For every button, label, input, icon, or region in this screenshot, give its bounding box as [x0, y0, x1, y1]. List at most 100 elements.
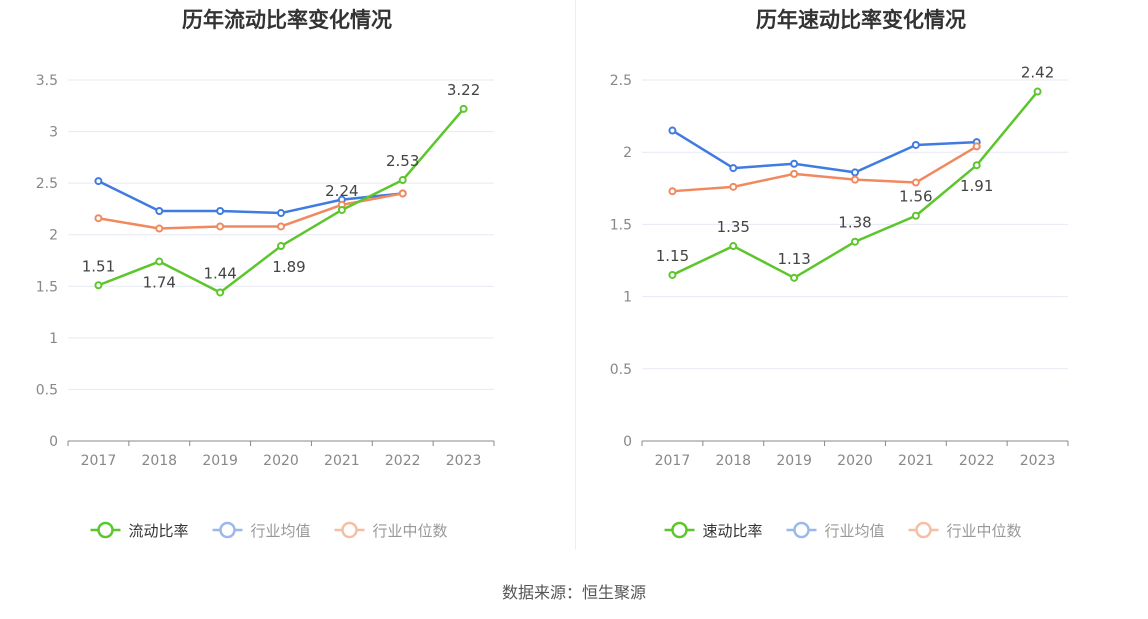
y-tick-label: 3	[49, 125, 58, 141]
quick-ratio-chart-panel: 历年速动比率变化情况 0 0.5 1 1.5 2 2.5 2017 2018 2019 2020 2…	[574, 0, 1148, 560]
y-tick-label: 1.5	[36, 279, 58, 295]
data-point	[277, 209, 285, 218]
data-point	[911, 211, 920, 220]
data-label: 2.42	[1021, 64, 1054, 82]
y-tick-label: 2	[49, 228, 58, 244]
data-point	[155, 206, 164, 215]
data-label: 1.38	[838, 214, 871, 232]
legend-swatch-marker	[341, 521, 358, 539]
y-tick-label: 2.5	[610, 73, 632, 89]
data-point	[277, 222, 285, 231]
data-point	[972, 161, 981, 170]
data-point	[790, 273, 799, 282]
series-line	[672, 145, 978, 193]
x-tick-label: 2022	[959, 453, 995, 469]
data-point	[155, 224, 164, 233]
legend-item: 行业中位数	[334, 521, 448, 540]
legend-item: 行业中位数	[908, 521, 1022, 540]
x-tick-label: 2019	[202, 453, 238, 469]
y-tick-label: 0	[623, 434, 632, 450]
data-label: 1.35	[717, 218, 750, 236]
x-tick-label: 2020	[263, 453, 299, 469]
current-ratio-chart-panel: 历年流动比率变化情况 0 0.5 1 1.5 2 2.5 3 3.5 2017 2018 2019 2…	[0, 0, 574, 560]
y-tick-label: 1	[623, 290, 632, 306]
x-tick-label: 2017	[81, 453, 117, 469]
data-label: 2.24	[325, 182, 358, 200]
x-tick-label: 2021	[324, 453, 360, 469]
x-tick-label: 2022	[385, 453, 421, 469]
x-tick-label: 2023	[1020, 453, 1056, 469]
data-label: 1.51	[82, 257, 115, 275]
data-point	[668, 270, 677, 279]
y-tick-label: 2	[623, 145, 632, 161]
legend-item: 行业均值	[786, 521, 885, 540]
legend-item: 流动比率	[90, 521, 189, 540]
legend-label: 行业均值	[825, 522, 885, 540]
series-line	[97, 179, 403, 215]
data-point	[851, 168, 859, 177]
data-label: 1.44	[203, 264, 236, 282]
data-label: 1.74	[143, 274, 176, 292]
data-point	[972, 142, 981, 151]
y-tick-label: 0	[49, 434, 58, 450]
data-point	[155, 257, 164, 266]
legend-label: 速动比率	[703, 522, 763, 540]
data-point	[851, 175, 859, 184]
data-point	[398, 176, 407, 185]
data-point	[216, 206, 225, 215]
x-tick-label: 2023	[446, 453, 482, 469]
series-line	[98, 192, 403, 230]
x-tick-label: 2018	[141, 453, 177, 469]
data-point	[337, 205, 346, 214]
legend-label: 行业中位数	[947, 522, 1022, 540]
y-tick-label: 3.5	[36, 73, 58, 89]
data-label: 3.22	[447, 81, 480, 99]
chart-title: 历年流动比率变化情况	[182, 8, 392, 32]
legend-item: 行业均值	[212, 521, 311, 540]
data-point	[398, 189, 407, 198]
data-point	[277, 242, 285, 251]
legend-label: 行业均值	[251, 522, 311, 540]
y-tick-label: 1	[49, 331, 58, 347]
data-point	[729, 242, 738, 251]
data-point	[94, 281, 103, 290]
data-point	[851, 237, 859, 246]
legend-swatch-marker	[97, 521, 114, 539]
data-label: 1.13	[777, 250, 810, 268]
x-tick-label: 2019	[776, 453, 812, 469]
data-point	[911, 178, 920, 187]
y-tick-label: 1.5	[610, 217, 632, 233]
data-point	[911, 140, 920, 149]
series-line	[671, 129, 977, 174]
y-tick-label: 0.5	[36, 382, 58, 398]
data-label: 1.56	[899, 188, 932, 206]
legend-label: 流动比率	[129, 522, 189, 540]
data-source-note: 数据来源：恒生聚源	[501, 583, 646, 602]
data-point	[459, 104, 468, 113]
legend-swatch-marker	[219, 521, 236, 539]
data-point	[1033, 87, 1042, 96]
data-point	[216, 288, 225, 297]
x-tick-label: 2020	[837, 453, 873, 469]
chart-title: 历年速动比率变化情况	[756, 8, 966, 32]
legend-swatch-marker	[915, 521, 932, 539]
data-point	[790, 159, 799, 168]
legend-swatch-marker	[671, 521, 688, 539]
data-label: 1.91	[960, 177, 993, 195]
x-tick-label: 2021	[898, 453, 934, 469]
panel-divider	[575, 0, 576, 550]
data-point	[94, 177, 103, 186]
data-point	[216, 222, 225, 231]
data-point	[790, 169, 799, 178]
data-point	[668, 187, 677, 196]
x-tick-label: 2017	[655, 453, 691, 469]
data-label: 2.53	[386, 152, 419, 170]
data-point	[729, 164, 738, 173]
legend-item: 速动比率	[664, 521, 763, 540]
data-label: 1.15	[656, 247, 689, 265]
x-tick-label: 2018	[715, 453, 751, 469]
data-label: 1.89	[272, 258, 305, 276]
data-point	[94, 214, 103, 223]
quick-ratio-chart: 0 0.5 1 1.5 2 2.5 2017 2018 2019 2020 2021 2022 2023…	[610, 64, 1069, 540]
data-point	[668, 126, 677, 135]
